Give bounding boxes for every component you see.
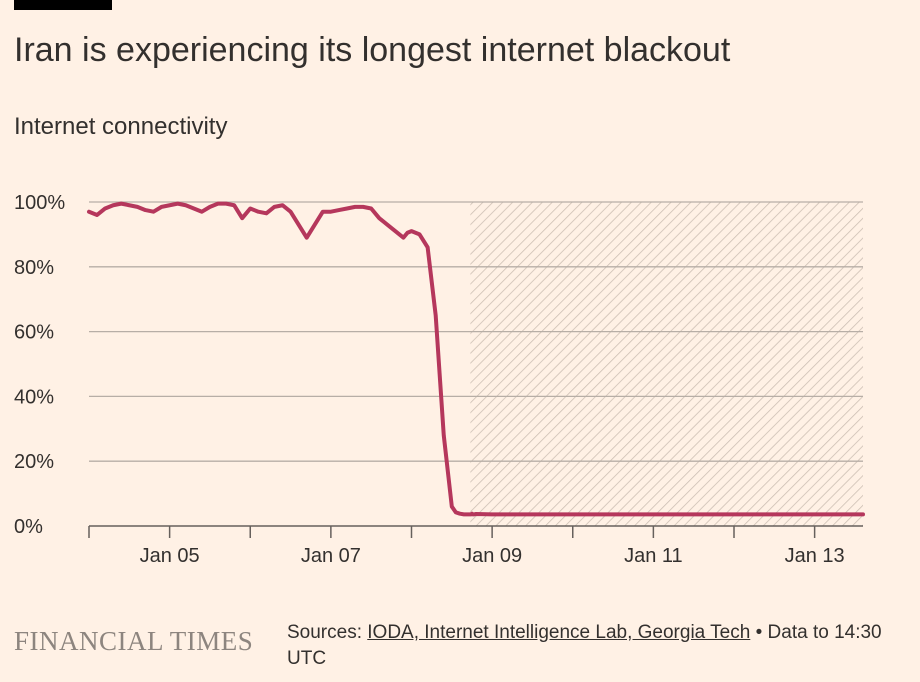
data-note: Data to 14:30 UTC xyxy=(287,622,882,669)
sources-label: Sources: xyxy=(287,622,362,643)
line-chart: 0% 20% 40% 60% 80% 100% Jan 05 Jan 07 Jan 09 Jan … xyxy=(14,192,865,567)
series-line-iran xyxy=(87,201,865,517)
x-tick-label: Jan 07 xyxy=(301,545,361,567)
brand-top-bar xyxy=(14,0,112,10)
sources-separator: • xyxy=(755,622,763,643)
sources-link[interactable]: IODA, Internet Intelligence Lab, Georgia… xyxy=(367,622,751,643)
chart-subtitle: Internet connectivity xyxy=(14,113,228,140)
x-tick-label: Jan 11 xyxy=(624,545,683,567)
y-tick-label: 100% xyxy=(14,192,65,214)
y-tick-label: 60% xyxy=(14,322,54,344)
blackout-shaded-region xyxy=(470,202,863,526)
y-tick-label: 0% xyxy=(14,516,43,538)
x-tick-label: Jan 05 xyxy=(140,545,200,567)
chart-title: Iran is experiencing its longest interne… xyxy=(14,31,731,69)
x-tick-label: Jan 09 xyxy=(462,545,522,567)
y-tick-label: 20% xyxy=(14,451,54,473)
x-tick-label: Jan 13 xyxy=(785,545,845,567)
ft-logo: FINANCIAL TIMES xyxy=(14,626,254,656)
y-tick-label: 40% xyxy=(14,386,54,408)
y-tick-label: 80% xyxy=(14,257,54,279)
source-note: Sources: IODA, Internet Intelligence Lab… xyxy=(287,620,912,672)
